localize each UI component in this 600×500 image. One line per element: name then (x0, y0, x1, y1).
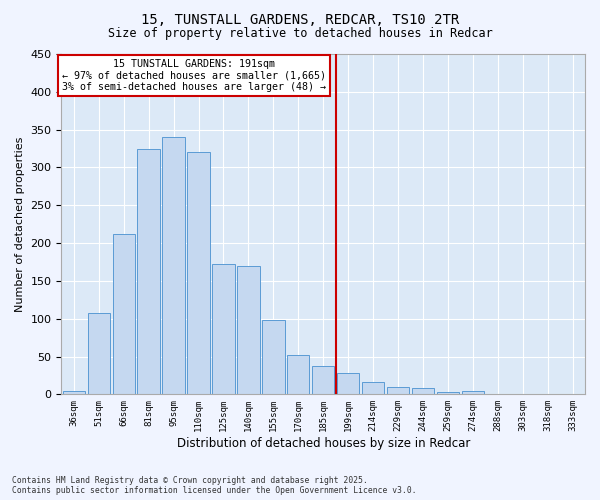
Bar (337, 373, 359, 394)
Bar (163, 137, 185, 394)
Bar (113, 234, 135, 394)
Bar (137, 148, 160, 394)
Bar (387, 387, 409, 394)
Text: Contains HM Land Registry data © Crown copyright and database right 2025.
Contai: Contains HM Land Registry data © Crown c… (12, 476, 416, 495)
Text: 15, TUNSTALL GARDENS, REDCAR, TS10 2TR: 15, TUNSTALL GARDENS, REDCAR, TS10 2TR (141, 12, 459, 26)
Bar (312, 366, 334, 394)
Text: Size of property relative to detached houses in Redcar: Size of property relative to detached ho… (107, 28, 493, 40)
Bar (237, 266, 260, 394)
X-axis label: Distribution of detached houses by size in Redcar: Distribution of detached houses by size … (176, 437, 470, 450)
Bar (262, 320, 284, 394)
Y-axis label: Number of detached properties: Number of detached properties (15, 136, 25, 312)
Bar (212, 264, 235, 394)
Bar (287, 355, 310, 395)
Bar (187, 152, 210, 394)
Text: 15 TUNSTALL GARDENS: 191sqm
← 97% of detached houses are smaller (1,665)
3% of s: 15 TUNSTALL GARDENS: 191sqm ← 97% of det… (62, 60, 326, 92)
Bar (461, 390, 484, 394)
Bar (412, 388, 434, 394)
Bar (88, 314, 110, 394)
Bar (362, 382, 384, 394)
Bar (437, 392, 459, 394)
Bar (62, 390, 85, 394)
